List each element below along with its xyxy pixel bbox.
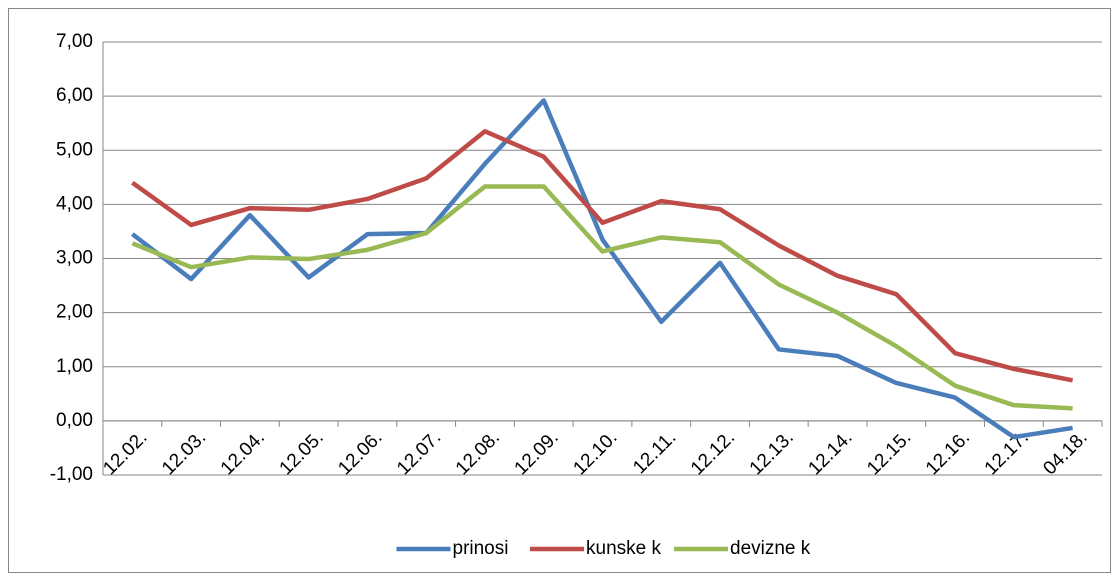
y-tick-label: 6,00 (56, 85, 93, 106)
y-tick-label: 4,00 (56, 193, 93, 214)
y-tick-label: -1,00 (50, 464, 93, 485)
y-tick-label: 3,00 (56, 248, 93, 269)
y-tick-label: 0,00 (56, 410, 93, 431)
legend-label: prinosi (453, 538, 509, 559)
y-tick-label: 5,00 (56, 139, 93, 160)
line-series (131, 129, 1074, 383)
chart-border (8, 8, 1111, 573)
y-tick-label: 2,00 (56, 302, 93, 323)
legend-label: devizne k (730, 538, 811, 559)
y-tick-label: 1,00 (56, 356, 93, 377)
line-series (131, 184, 1073, 411)
legend-label: kunske k (586, 538, 661, 559)
y-tick-label: 7,00 (56, 31, 93, 52)
